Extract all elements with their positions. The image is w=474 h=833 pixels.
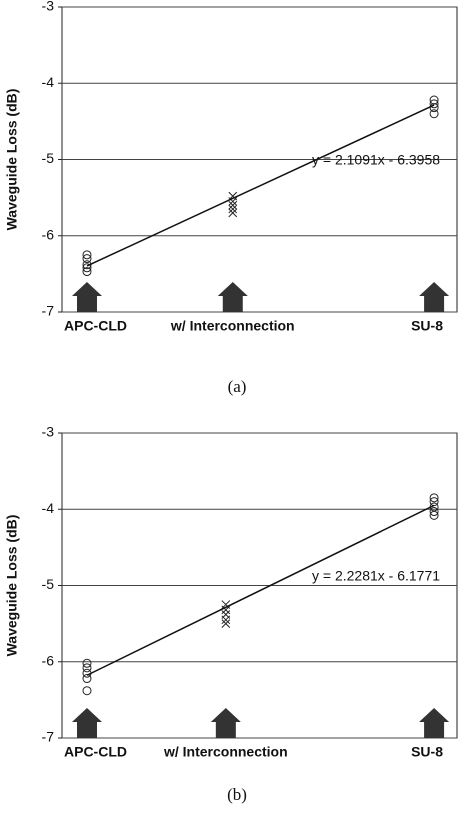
point: [429, 109, 439, 119]
point: [82, 686, 92, 696]
arrow: [217, 282, 248, 312]
x-category-label: w/ Interconnection: [163, 744, 288, 760]
y-tick-label: -4: [42, 74, 55, 90]
arrow: [419, 708, 450, 738]
point: [82, 267, 92, 277]
point: [429, 493, 439, 503]
y-tick-label: -7: [42, 729, 55, 745]
y-axis-title: Waveguide Loss (dB): [4, 515, 20, 657]
point: [221, 619, 231, 628]
y-tick-label: -6: [42, 652, 55, 668]
x-category-label: w/ Interconnection: [170, 318, 295, 334]
trendline: [86, 104, 435, 267]
arrow: [419, 282, 450, 312]
point: [429, 99, 439, 109]
point: [228, 208, 238, 218]
point: [82, 658, 92, 668]
y-tick-label: -7: [42, 303, 55, 319]
y-tick-label: -4: [42, 500, 55, 516]
y-tick-label: -6: [42, 226, 55, 242]
point: [228, 200, 238, 210]
caption: (b): [227, 785, 247, 804]
y-axis-title: Waveguide Loss (dB): [4, 89, 20, 231]
point: [429, 510, 439, 520]
x-category-label: APC-CLD: [64, 744, 127, 760]
point: [221, 615, 231, 625]
point: [228, 197, 238, 206]
arrow: [210, 708, 241, 738]
point: [221, 605, 231, 615]
trendline-equation: y = 2.1091x - 6.3958: [312, 152, 440, 168]
y-tick-label: -5: [42, 576, 55, 592]
trendline-equation: y = 2.2281x - 6.1771: [312, 568, 440, 584]
chart: -7 -6 -5 -4 -3 Waveguide Loss (dB) APC-CLD w/ I…: [4, 424, 458, 804]
point: [82, 663, 92, 673]
y-tick-label: -3: [42, 424, 55, 440]
y-tick-label: -5: [42, 150, 55, 166]
y-tick-label: -3: [42, 0, 55, 14]
trendline: [86, 504, 435, 676]
point: [228, 204, 238, 214]
point: [429, 507, 439, 517]
point: [82, 250, 92, 260]
point: [82, 263, 92, 273]
arrow: [71, 282, 102, 312]
x-category-label: SU-8: [411, 318, 443, 334]
arrow: [71, 708, 102, 738]
point: [82, 674, 92, 684]
caption: (a): [228, 377, 247, 396]
chart: -7 -6 -5 -4 -3 Waveguide Loss (dB) APC-CLD w/ I…: [4, 0, 458, 396]
x-category-label: APC-CLD: [64, 318, 127, 334]
point: [82, 254, 92, 264]
x-category-label: SU-8: [411, 744, 443, 760]
